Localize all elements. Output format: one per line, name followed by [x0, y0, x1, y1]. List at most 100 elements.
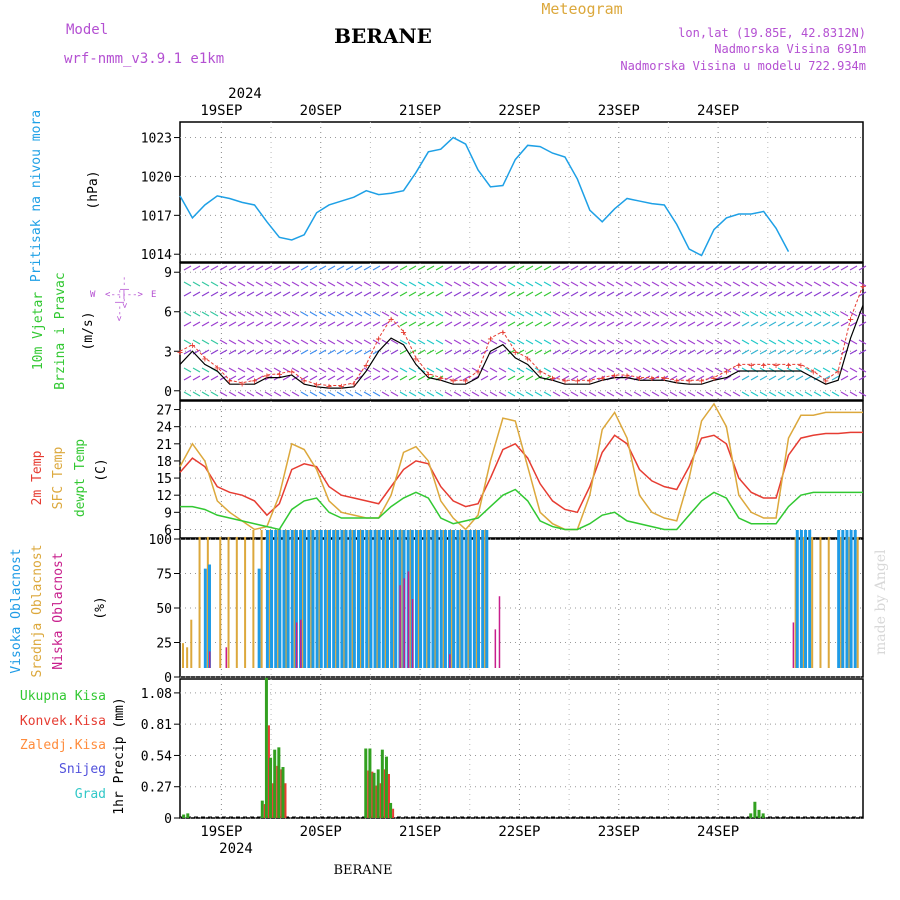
wind-gust-marker: +: [661, 374, 667, 385]
wind-barb: [732, 321, 741, 327]
wind-barb: [813, 391, 822, 397]
wind-barb: [525, 349, 534, 355]
cloud-bar-mid: [409, 530, 412, 668]
wind-barb: [777, 321, 786, 327]
wind-barb: [831, 375, 840, 381]
wind-barb: [561, 321, 570, 327]
wind-barb: [264, 339, 273, 345]
wind-barb: [237, 367, 246, 373]
wind-barb: [624, 281, 633, 287]
wind-barb: [714, 349, 723, 355]
wind-barb: [327, 281, 336, 287]
wind-barb: [345, 265, 354, 271]
wind-barb: [498, 349, 507, 355]
wind-barb: [597, 349, 606, 355]
cloud-bar-high: [369, 530, 373, 668]
wind-barb: [390, 375, 399, 381]
wind-barb: [255, 281, 264, 287]
wind-barb: [336, 391, 345, 397]
cloud-bar-high: [381, 530, 385, 668]
cloud-bar-mid: [351, 530, 354, 668]
wind-barb: [615, 321, 624, 327]
wind-barb: [804, 311, 813, 317]
wind-barb: [201, 391, 210, 397]
cloud-bar-high: [299, 530, 303, 668]
wind-barb: [489, 265, 498, 271]
wind-gust-marker: +: [848, 314, 854, 325]
wind-barb: [498, 291, 507, 297]
wind-barb: [219, 367, 228, 373]
wind-barb: [390, 281, 399, 287]
wind-barb: [228, 281, 237, 287]
wind-barb: [246, 311, 255, 317]
wind-barb: [426, 265, 435, 271]
wind-gust-marker: +: [276, 370, 282, 381]
wind-barb: [462, 281, 471, 287]
cloud-bar-high: [348, 530, 352, 668]
wind-barb: [597, 265, 606, 271]
cloud-bar-mid: [268, 530, 271, 668]
wind-barb: [624, 311, 633, 317]
wind-barb: [786, 281, 795, 287]
wind-gust-marker: +: [537, 367, 543, 378]
wind-barb: [372, 265, 381, 271]
y-tick-label: 9: [164, 266, 172, 281]
wind-barb: [480, 281, 489, 287]
wind-barb: [858, 375, 867, 381]
wind-barb: [777, 375, 786, 381]
cloud-bar-high: [290, 530, 294, 668]
wind-barb: [759, 339, 768, 345]
wind-barb: [741, 265, 750, 271]
wind-barb: [786, 375, 795, 381]
compass-north: --|-->: [119, 276, 129, 309]
wind-barb: [579, 265, 588, 271]
wind-barb: [804, 291, 813, 297]
cloud-bar-high: [435, 530, 439, 668]
cloud-bar-mid: [856, 536, 859, 668]
wind-barb: [363, 281, 372, 287]
wind-gust-marker: +: [214, 363, 220, 374]
wind-barb: [570, 265, 579, 271]
wind-barb: [687, 349, 696, 355]
wind-barb: [255, 367, 264, 373]
wind-barb: [624, 291, 633, 297]
wind-barb: [210, 291, 219, 297]
wind-barb: [318, 367, 327, 373]
wind-barb: [453, 391, 462, 397]
wind-barb: [714, 281, 723, 287]
wind-series: + + + + + + + + + + + + + + + + + + + + + + + + + + + + + + + + + + + + + + + +…: [177, 265, 867, 397]
wind-barb: [498, 367, 507, 373]
wind-barb: [669, 391, 678, 397]
wind-barb: [462, 265, 471, 271]
wind-barb: [696, 349, 705, 355]
wind-barb: [543, 349, 552, 355]
wind-barb: [705, 349, 714, 355]
precip-bar-total: [753, 801, 757, 818]
wind-barb: [840, 281, 849, 287]
precip-bars: [180, 677, 863, 818]
wind-barb: [588, 349, 597, 355]
wind-barb: [642, 291, 651, 297]
pressure-series: [179, 136, 790, 257]
wind-barb: [444, 339, 453, 345]
wind-barb: [750, 291, 759, 297]
wind-barb: [543, 265, 552, 271]
wind-barb: [246, 375, 255, 381]
wind-barb: [696, 311, 705, 317]
wind-gust-marker: +: [189, 341, 195, 352]
wind-barb: [831, 339, 840, 345]
wind-barb: [768, 291, 777, 297]
cloud-bar-mid: [260, 530, 263, 668]
wind-barb: [273, 265, 282, 271]
wind-barb: [723, 265, 732, 271]
wind-barb: [588, 311, 597, 317]
wind-barb: [183, 375, 192, 381]
wind-barb: [813, 349, 822, 355]
panel-frame-precip: [179, 678, 864, 819]
wind-barb: [363, 349, 372, 355]
wind-barb: [813, 339, 822, 345]
wind-barb: [642, 391, 651, 397]
wind-barb: [687, 311, 696, 317]
cloud-bar-high: [390, 530, 394, 668]
wind-gust-marker: +: [686, 376, 692, 387]
